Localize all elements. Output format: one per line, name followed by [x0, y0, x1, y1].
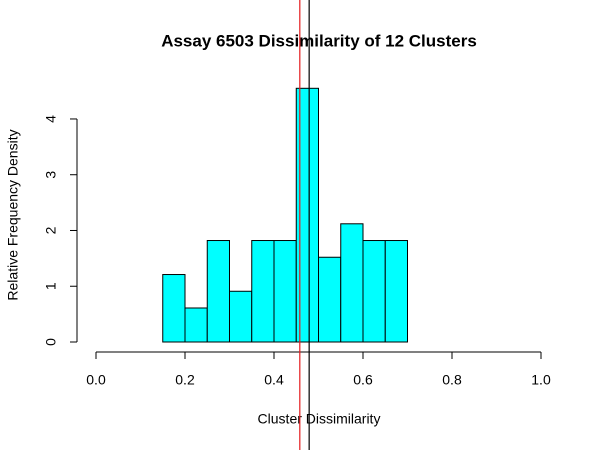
bar [251, 240, 275, 343]
y-tick-label: 0 [43, 338, 59, 346]
bar [162, 274, 186, 343]
bar [184, 307, 208, 343]
x-tick-label: 0.6 [353, 372, 373, 388]
x-tick-label: 1.0 [531, 372, 551, 388]
bar [229, 290, 253, 343]
x-tick-label: 0.2 [175, 372, 195, 388]
bar [362, 240, 386, 343]
y-tick-label: 1 [43, 282, 59, 290]
y-tick-label: 3 [43, 171, 59, 179]
y-axis-label: Relative Frequency Density [5, 129, 21, 300]
x-axis-label: Cluster Dissimilarity [258, 411, 381, 427]
y-tick-label: 2 [43, 226, 59, 234]
y-tick-label: 4 [43, 115, 59, 123]
bar [384, 240, 408, 343]
x-tick-label: 0.0 [86, 372, 106, 388]
chart-title: Assay 6503 Dissimilarity of 12 Clusters [161, 31, 477, 50]
bar [295, 87, 319, 343]
x-tick-label: 0.4 [264, 372, 284, 388]
bar [318, 256, 342, 343]
bar [273, 240, 297, 343]
x-tick-label: 0.8 [442, 372, 462, 388]
bar [206, 240, 230, 343]
bar [340, 223, 364, 343]
